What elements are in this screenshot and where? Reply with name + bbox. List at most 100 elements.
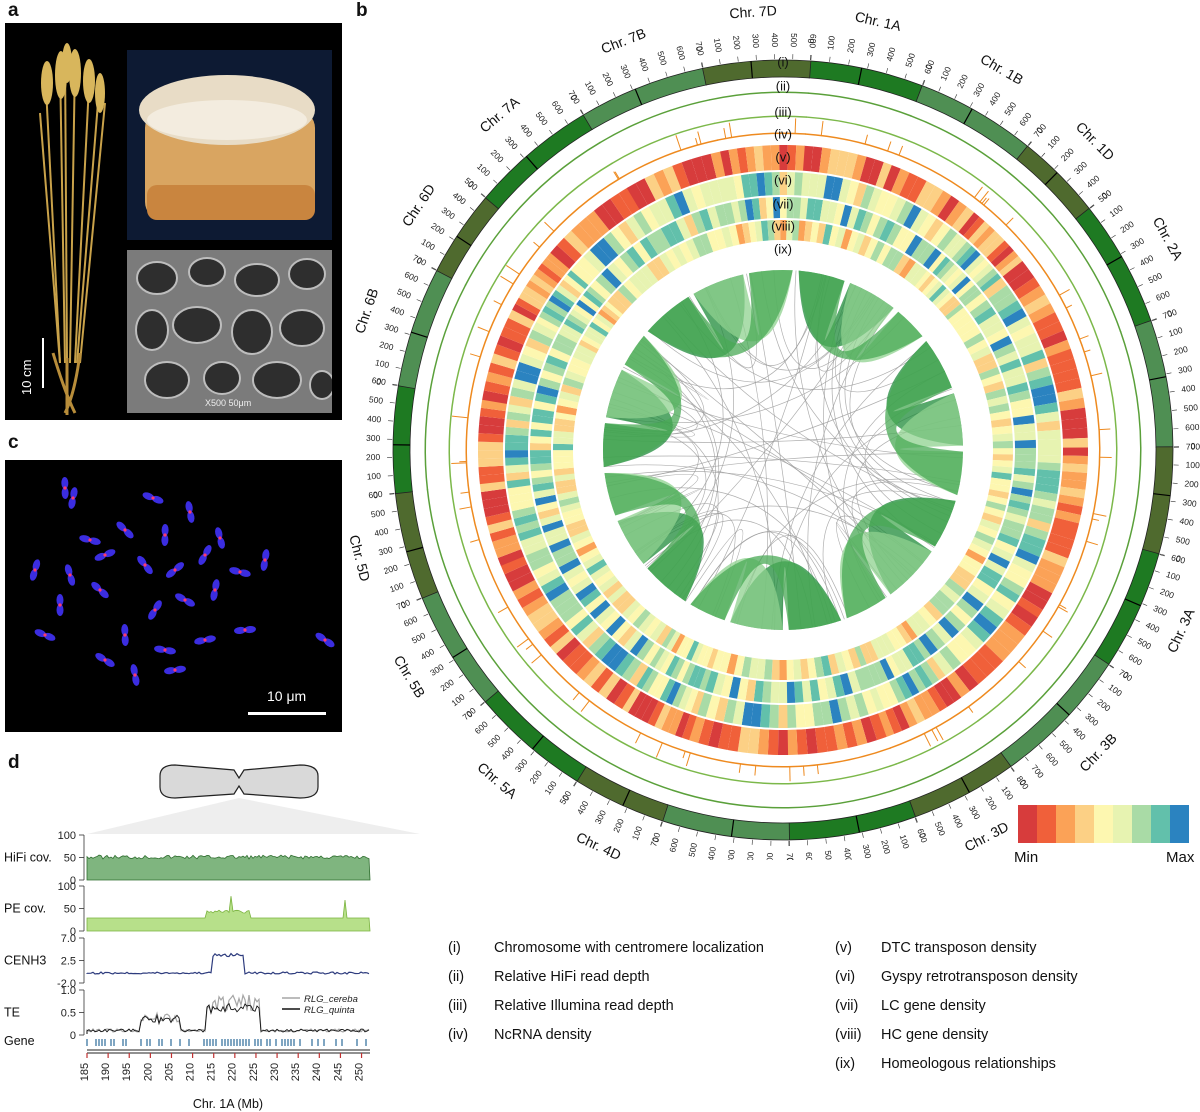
heatmap-cell xyxy=(545,300,569,318)
heatmap-cell xyxy=(548,295,572,313)
heatmap-cell xyxy=(970,651,996,677)
zoom-wedge xyxy=(87,798,420,834)
axis-tick-label: 100 xyxy=(1185,460,1200,471)
heatmap-cell xyxy=(551,544,575,561)
heatmap-cell xyxy=(706,648,719,669)
chromosome-band xyxy=(397,269,453,390)
illumina-depth-track xyxy=(453,295,488,396)
axis-tick-label: 0 xyxy=(1099,190,1109,201)
axis-tick-label: 300 xyxy=(725,849,737,860)
panel-letter-c: c xyxy=(8,432,19,453)
heatmap-cell xyxy=(1025,581,1053,602)
colorbar-swatch xyxy=(1132,805,1151,843)
ncrna-spike xyxy=(451,462,467,464)
heatmap-cell xyxy=(685,640,700,661)
heatmap-cell xyxy=(1016,596,1043,619)
chromosome-arm xyxy=(183,598,195,607)
heatmap-cell xyxy=(931,651,954,676)
axis-tick xyxy=(1170,500,1176,503)
heatmap-cell xyxy=(717,723,733,750)
cenh3-signal xyxy=(103,658,107,662)
heatmap-cell xyxy=(794,172,803,196)
heatmap-cell xyxy=(1011,603,1038,627)
heatmap-cell xyxy=(1030,384,1056,398)
chromosome-band xyxy=(1075,207,1152,328)
heatmap-cell xyxy=(1010,486,1033,498)
heatmap-cell xyxy=(556,637,581,661)
ncrna-spike xyxy=(1084,349,1091,353)
axis-tick-label: 200 xyxy=(438,677,456,693)
axis-tick-label: 400 xyxy=(1138,253,1155,269)
heatmap-cell xyxy=(480,488,507,501)
heatmap-cell xyxy=(1034,402,1059,415)
heatmap-cell xyxy=(873,190,891,215)
heatmap-cell xyxy=(944,201,967,227)
chromosome-band xyxy=(915,85,1029,161)
axis-tick xyxy=(392,384,398,386)
heatmap-cell xyxy=(1011,555,1037,573)
axis-tick xyxy=(1078,191,1084,195)
heatmap-cell xyxy=(828,225,840,247)
axis-tick xyxy=(1109,664,1115,668)
axis-tick-label: 700 xyxy=(1161,307,1178,321)
axis-tick-label: 300 xyxy=(366,433,381,443)
axis-tick-label: 600 xyxy=(402,614,419,629)
legend-item: (i) Chromosome with centromere localizati… xyxy=(448,934,764,963)
heatmap-cell xyxy=(970,345,992,362)
heatmap-cell xyxy=(968,221,990,245)
heatmap-cell xyxy=(533,400,556,412)
link-anchor-band xyxy=(928,328,969,389)
chromosome xyxy=(185,501,195,523)
heatmap-cell xyxy=(588,632,611,655)
heatmap-cell xyxy=(1024,525,1049,541)
heatmap-cell xyxy=(991,425,1013,435)
heatmap-cell xyxy=(720,674,734,698)
heatmap-cell xyxy=(974,530,996,546)
heatmap-cell xyxy=(654,703,672,730)
heatmap-cell xyxy=(983,277,1007,299)
heatmap-cell xyxy=(606,678,628,704)
homeologous-ribbon xyxy=(841,498,956,619)
heatmap-cell xyxy=(522,595,549,617)
link-anchor-band xyxy=(962,448,979,503)
heatmap-cell xyxy=(981,373,1003,387)
ncrna-spike xyxy=(1092,518,1100,521)
axis-tick xyxy=(1014,130,1018,136)
cenh3-signal xyxy=(323,638,327,642)
heatmap-cell xyxy=(903,204,922,229)
heatmap-cell xyxy=(558,328,580,344)
heatmap-cell xyxy=(945,303,964,321)
heatmap-cell xyxy=(571,223,596,249)
heatmap-cell xyxy=(701,646,714,668)
legend-item: (ii) Relative HiFi read depth xyxy=(448,963,764,992)
heatmap-cell xyxy=(1012,414,1035,426)
heatmap-cell xyxy=(992,440,1013,449)
heatmap-cell xyxy=(1035,476,1060,487)
heatmap-cell xyxy=(918,274,936,293)
heatmap-cell xyxy=(847,670,862,694)
heatmap-cell xyxy=(537,507,560,520)
ncrna-spike xyxy=(525,643,533,650)
heatmap-cell xyxy=(628,274,648,295)
link-anchor-band xyxy=(633,281,688,330)
heatmap-cell xyxy=(973,352,995,368)
chromosome xyxy=(175,593,195,607)
colorbar-swatch xyxy=(1151,805,1170,843)
axis-tick xyxy=(1100,219,1106,223)
axis-tick-label: 600 xyxy=(368,489,383,501)
heatmap-cell xyxy=(853,208,867,232)
illumina-depth-track xyxy=(485,233,530,297)
heatmap-cell xyxy=(812,199,824,221)
heatmap-cell xyxy=(901,672,920,696)
heatmap-cell xyxy=(525,546,551,564)
heatmap-cell xyxy=(590,564,611,582)
heatmap-cell xyxy=(598,575,619,593)
heatmap-cell xyxy=(939,645,962,670)
cenh3-signal xyxy=(203,638,207,642)
legend-item-text: Relative HiFi read depth xyxy=(494,969,650,985)
link-line xyxy=(822,490,955,623)
axis-tick xyxy=(469,207,475,211)
heatmap-cell xyxy=(589,599,611,620)
heatmap-cell xyxy=(962,289,982,307)
